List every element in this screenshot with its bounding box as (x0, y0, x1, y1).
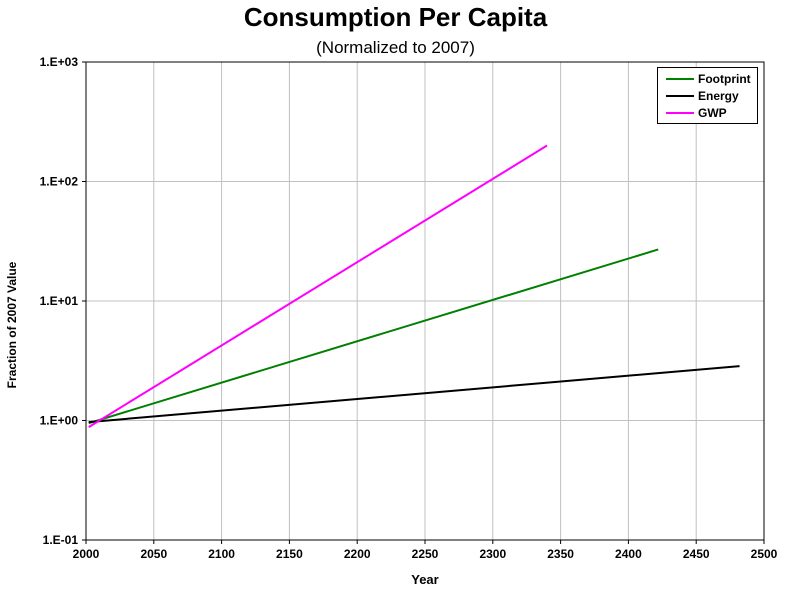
legend-swatch-footprint (666, 78, 694, 80)
legend: Footprint Energy GWP (657, 67, 758, 124)
x-tick-label: 2000 (73, 547, 100, 561)
x-tick-label: 2050 (140, 547, 167, 561)
y-axis-label: Fraction of 2007 Value (5, 261, 19, 389)
x-tick-label: 2400 (615, 547, 642, 561)
legend-label-footprint: Footprint (698, 72, 751, 86)
legend-label-gwp: GWP (698, 106, 727, 120)
x-tick-label: 2450 (683, 547, 710, 561)
series-line-gwp (88, 144, 548, 428)
x-tick-label: 2200 (344, 547, 371, 561)
x-tick-label: 2150 (276, 547, 303, 561)
x-tick-label: 2250 (412, 547, 439, 561)
y-tick-label: 1.E-01 (43, 533, 79, 547)
y-tick-label: 1.E+01 (40, 294, 79, 308)
y-tick-label: 1.E+03 (40, 55, 79, 69)
chart-title: Consumption Per Capita (243, 2, 548, 32)
x-tick-label: 2300 (479, 547, 506, 561)
series-line-energy (88, 365, 740, 424)
legend-swatch-energy (666, 95, 694, 97)
series-line-footprint (88, 248, 659, 425)
x-tick-label: 2100 (208, 547, 235, 561)
legend-item-gwp: GWP (666, 105, 758, 121)
x-tick-label: 2350 (547, 547, 574, 561)
y-tick-label: 1.E+02 (40, 175, 79, 189)
legend-label-energy: Energy (698, 89, 739, 103)
x-axis-label: Year (411, 572, 439, 587)
legend-item-energy: Energy (666, 88, 758, 104)
x-tick-label: 2500 (751, 547, 778, 561)
chart-subtitle: (Normalized to 2007) (316, 38, 475, 57)
y-tick-label: 1.E+00 (40, 414, 79, 428)
legend-swatch-gwp (666, 112, 694, 114)
legend-item-footprint: Footprint (666, 71, 758, 87)
